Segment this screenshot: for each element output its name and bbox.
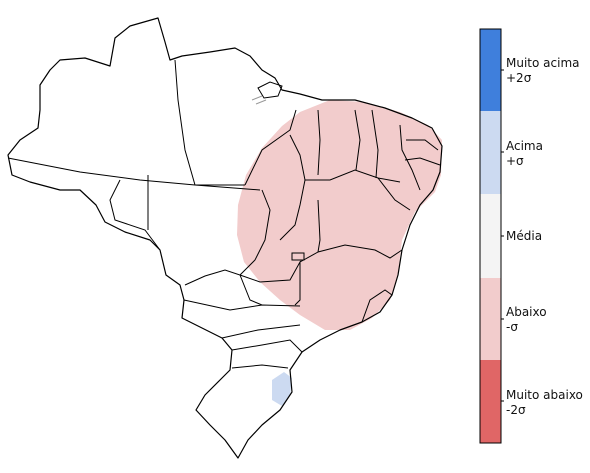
brazil-map bbox=[7, 17, 443, 459]
state-borders bbox=[7, 59, 441, 369]
anomaly-below-average-region bbox=[237, 100, 442, 330]
legend: Muito acima +2σ Acima +σ Média Abaixo -σ… bbox=[478, 28, 590, 444]
legend-label-abaixo-line1: Abaixo bbox=[506, 305, 547, 319]
legend-ticks bbox=[501, 69, 504, 402]
legend-colorbar bbox=[479, 28, 504, 444]
legend-label-media: Média bbox=[506, 229, 542, 244]
legend-label-muito-acima-line2: +2σ bbox=[506, 71, 532, 85]
island-detail bbox=[257, 81, 283, 99]
country-outline bbox=[7, 17, 443, 459]
legend-label-abaixo-line2: -σ bbox=[506, 320, 518, 334]
legend-label-muito-abaixo-line2: -2σ bbox=[506, 403, 526, 417]
legend-swatch-acima bbox=[480, 111, 501, 194]
legend-swatch-muito-acima bbox=[480, 29, 501, 111]
legend-label-acima-line1: Acima bbox=[506, 139, 543, 153]
legend-label-muito-abaixo-line1: Muito abaixo bbox=[506, 388, 583, 402]
legend-swatch-abaixo bbox=[480, 278, 501, 360]
federal-district bbox=[291, 252, 305, 261]
anomaly-above-average-region bbox=[272, 372, 292, 406]
legend-label-acima: Acima +σ bbox=[506, 139, 543, 169]
legend-label-muito-acima: Muito acima +2σ bbox=[506, 56, 579, 86]
legend-swatch-muito-abaixo bbox=[480, 360, 501, 443]
legend-label-acima-line2: +σ bbox=[506, 154, 524, 168]
legend-label-muito-abaixo: Muito abaixo -2σ bbox=[506, 388, 583, 418]
legend-label-media-line1: Média bbox=[506, 229, 543, 243]
legend-label-abaixo: Abaixo -σ bbox=[506, 305, 547, 335]
legend-swatch-media bbox=[480, 194, 501, 278]
legend-label-muito-acima-line1: Muito acima bbox=[506, 56, 580, 70]
river-mouth-detail bbox=[251, 95, 267, 105]
